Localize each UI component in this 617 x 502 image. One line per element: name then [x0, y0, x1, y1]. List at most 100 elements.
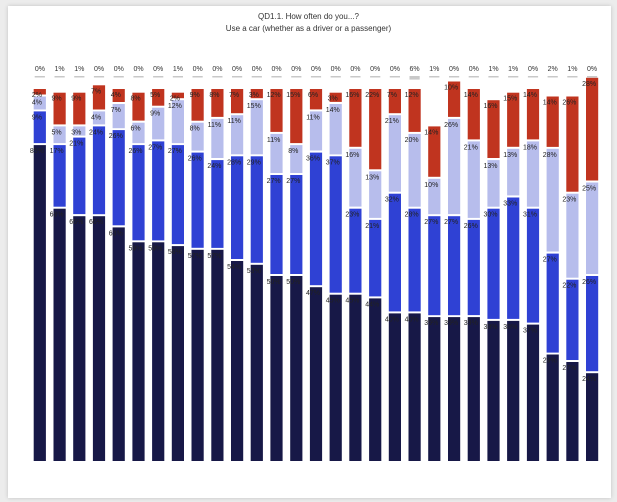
series-4-bar-6	[132, 92, 145, 121]
series-3-label-13: 11%	[267, 137, 281, 144]
series-3-label-9: 8%	[190, 126, 200, 133]
series-5-label-6: 0%	[133, 66, 143, 73]
series-2-bar-2	[53, 145, 66, 207]
series-1-label-29: 24%	[582, 376, 596, 383]
series-5-label-11: 0%	[232, 66, 242, 73]
series-5-marker-18	[370, 76, 381, 78]
series-1-label-26: 37%	[523, 328, 537, 335]
series-5-marker-24	[488, 76, 499, 78]
series-1-label-14: 50%	[286, 279, 300, 286]
series-5-label-17: 0%	[350, 66, 360, 73]
series-5-label-15: 0%	[311, 66, 321, 73]
series-5-marker-13	[271, 76, 282, 78]
series-5-marker-28	[567, 76, 578, 78]
series-2-label-14: 27%	[286, 178, 300, 185]
series-4-label-7: 5%	[150, 92, 160, 99]
series-3-bar-13	[270, 133, 283, 173]
series-1-label-17: 45%	[345, 298, 359, 305]
series-4-bar-20	[408, 89, 421, 132]
series-3-label-19: 21%	[385, 118, 399, 125]
series-2-label-11: 28%	[227, 159, 241, 166]
series-4-bar-12	[250, 89, 263, 99]
series-2-label-23: 26%	[464, 223, 478, 230]
series-4-bar-17	[349, 89, 362, 147]
series-2-bar-9	[191, 152, 204, 248]
series-3-label-17: 16%	[345, 152, 359, 159]
series-4-bar-10	[211, 89, 224, 117]
series-1-label-10: 57%	[207, 253, 221, 260]
series-5-label-19: 0%	[390, 66, 400, 73]
series-2-bar-8	[171, 145, 184, 245]
series-4-bar-3	[73, 92, 86, 125]
series-2-bar-11	[231, 156, 244, 259]
series-1-bar-7	[152, 242, 165, 461]
series-4-bar-19	[388, 89, 401, 114]
series-4-bar-4	[92, 85, 106, 110]
series-1-label-2: 68%	[50, 212, 64, 219]
series-3-bar-5	[112, 104, 125, 129]
series-3-label-24: 13%	[483, 163, 497, 170]
series-4-label-2: 9%	[52, 96, 62, 103]
series-2-bar-25	[507, 197, 520, 319]
series-4-bar-7	[152, 89, 165, 106]
series-1-label-24: 38%	[483, 324, 497, 331]
series-3-bar-18	[369, 171, 382, 218]
series-4-bar-22	[448, 81, 461, 117]
series-3-label-10: 11%	[208, 122, 222, 129]
series-5-marker-11	[232, 76, 243, 78]
series-4-label-26: 14%	[523, 92, 537, 99]
series-5-label-26: 0%	[528, 66, 538, 73]
series-5-label-1: 0%	[35, 66, 45, 73]
series-3-label-18: 13%	[365, 174, 379, 181]
series-3-bar-11	[231, 115, 244, 155]
series-2-label-19: 32%	[385, 197, 399, 204]
series-1-label-25: 38%	[503, 324, 517, 331]
series-1-label-28: 27%	[562, 365, 576, 372]
series-4-bar-11	[231, 89, 244, 114]
series-2-bar-18	[369, 219, 382, 297]
series-1-bar-14	[290, 276, 303, 461]
series-3-label-5: 7%	[111, 107, 121, 114]
series-3-bar-6	[132, 122, 145, 144]
series-1-label-22: 39%	[444, 320, 458, 327]
series-1-bar-29	[586, 373, 599, 461]
series-3-label-25: 13%	[503, 152, 517, 159]
series-2-bar-6	[132, 145, 145, 241]
series-3-label-29: 25%	[582, 186, 596, 193]
series-5-label-29: 0%	[587, 66, 597, 73]
series-4-bar-16	[329, 92, 342, 102]
series-1-label-27: 29%	[543, 358, 557, 365]
series-5-label-16: 0%	[331, 66, 341, 73]
series-2-bar-26	[526, 208, 540, 323]
series-2-label-9: 26%	[188, 156, 202, 163]
series-1-label-15: 47%	[306, 290, 320, 297]
series-2-bar-4	[92, 126, 106, 215]
series-5-marker-4	[93, 76, 105, 78]
series-4-label-21: 14%	[424, 129, 438, 136]
series-2-bar-29	[586, 276, 599, 372]
series-4-bar-18	[369, 89, 382, 170]
series-5-marker-19	[389, 76, 400, 78]
series-3-bar-19	[388, 115, 401, 192]
series-3-bar-28	[566, 193, 579, 278]
chart-title: QD1.1. How often do you...?	[258, 12, 359, 21]
series-5-marker-16	[330, 76, 341, 78]
series-5-label-5: 0%	[114, 66, 124, 73]
series-2-label-8: 27%	[168, 148, 182, 155]
series-3-label-4: 4%	[91, 114, 101, 121]
series-5-marker-5	[113, 76, 124, 78]
series-4-label-27: 14%	[543, 100, 557, 107]
series-5-marker-1	[34, 76, 45, 78]
series-3-bar-9	[191, 122, 204, 151]
series-2-label-4: 24%	[89, 129, 103, 136]
series-4-label-13: 12%	[267, 92, 281, 99]
series-3-bar-2	[53, 126, 66, 144]
series-5-label-3: 1%	[74, 66, 84, 73]
series-3-label-8: 12%	[168, 103, 182, 110]
series-1-label-6: 59%	[128, 245, 142, 252]
series-1-label-7: 59%	[148, 245, 162, 252]
series-5-marker-27	[547, 76, 558, 78]
series-5-marker-21	[429, 76, 440, 78]
series-2-label-21: 27%	[424, 219, 438, 226]
